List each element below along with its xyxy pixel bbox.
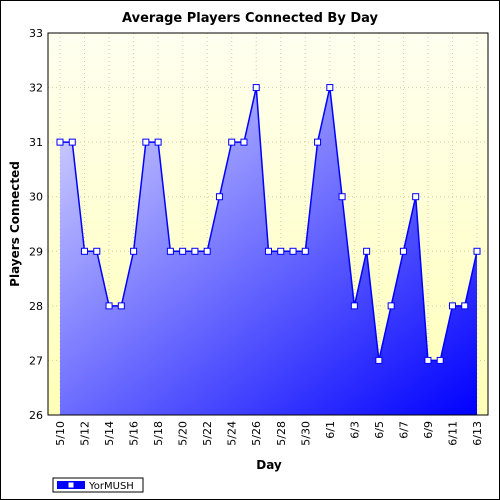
x-tick-label: 5/14 (103, 421, 116, 446)
data-point (265, 247, 272, 255)
x-tick-label: 5/12 (79, 421, 92, 446)
x-tick-label: 5/20 (177, 421, 190, 446)
data-point (56, 138, 64, 146)
data-point (215, 193, 223, 201)
x-tick-label: 6/3 (348, 421, 361, 439)
data-point (461, 302, 469, 310)
data-point (399, 247, 407, 255)
data-point (277, 247, 285, 255)
x-tick-label: 6/9 (422, 421, 435, 439)
x-axis-title: Day (256, 458, 282, 472)
data-point (252, 84, 260, 92)
data-point (436, 356, 444, 364)
data-point (338, 193, 346, 201)
plot-border (47, 32, 489, 416)
data-point (412, 193, 420, 201)
x-tick-label: 6/13 (471, 421, 484, 446)
chart-title: Average Players Connected By Day (122, 11, 378, 26)
y-tick-label: 30 (29, 191, 43, 204)
x-tick-label: 5/30 (299, 421, 312, 446)
data-point (375, 356, 383, 364)
x-tick-label: 6/1 (324, 421, 337, 439)
y-axis-ticks: 26 27 28 29 30 31 32 33 (29, 27, 43, 422)
y-tick-label: 26 (29, 409, 43, 422)
data-point (117, 302, 125, 310)
x-tick-label: 5/18 (152, 421, 165, 446)
y-tick-label: 28 (29, 300, 43, 313)
x-tick-label: 5/22 (201, 421, 214, 446)
data-point (81, 247, 89, 255)
data-point (154, 138, 162, 146)
data-point (424, 356, 432, 364)
legend: YorMUSH (52, 477, 144, 493)
data-point (363, 247, 371, 255)
data-point (142, 138, 150, 146)
data-point (387, 302, 395, 310)
data-point (166, 247, 174, 255)
y-tick-label: 31 (29, 136, 43, 149)
data-point (130, 247, 138, 255)
data-point (314, 138, 322, 146)
data-point (228, 138, 236, 146)
y-tick-label: 33 (29, 27, 43, 40)
data-point (93, 247, 101, 255)
y-tick-label: 29 (29, 245, 43, 258)
data-markers (56, 84, 481, 364)
data-point (473, 247, 481, 255)
x-tick-label: 6/11 (446, 421, 459, 446)
data-point (301, 247, 309, 255)
x-axis-ticks: 5/10 5/12 5/14 5/16 5/18 5/20 5/22 5/24 5/26 5/28… (54, 421, 484, 446)
y-tick-label: 27 (29, 354, 43, 367)
x-tick-label: 5/16 (128, 421, 141, 446)
legend-marker (67, 481, 75, 489)
x-tick-label: 5/26 (250, 421, 263, 446)
data-point (179, 247, 187, 255)
x-tick-label: 5/28 (275, 421, 288, 446)
data-point (68, 138, 76, 146)
x-tick-label: 6/7 (397, 421, 410, 439)
x-tick-label: 5/10 (54, 421, 67, 446)
data-point (191, 247, 199, 255)
x-tick-label: 6/5 (373, 421, 386, 439)
data-point (289, 247, 297, 255)
data-point (326, 84, 334, 92)
data-point (350, 302, 358, 310)
data-point (203, 247, 211, 255)
data-point (448, 302, 456, 310)
data-point (240, 138, 248, 146)
x-tick-label: 5/24 (226, 421, 239, 446)
y-tick-label: 32 (29, 82, 43, 95)
area-fill (60, 87, 477, 415)
y-axis-title: Players Connected (8, 161, 22, 287)
legend-label: YorMUSH (88, 481, 134, 492)
data-point (105, 302, 113, 310)
